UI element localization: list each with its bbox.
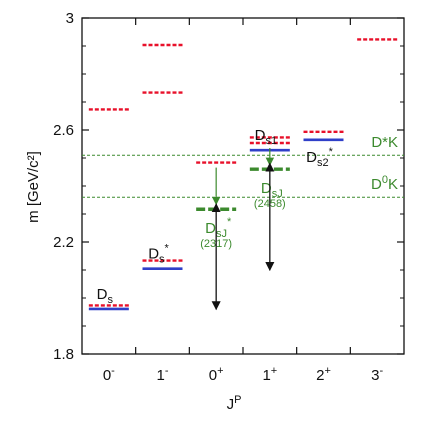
state-label-sub: s1 xyxy=(265,135,277,147)
x-tick-label-sup: + xyxy=(271,365,277,377)
x-tick-label-base: 1 xyxy=(262,367,270,384)
x-tick-label-base: 2 xyxy=(316,367,324,384)
x-axis-title-base: J xyxy=(227,396,235,413)
state-label-sup: * xyxy=(165,243,170,255)
threshold-label-base: D*K xyxy=(371,134,398,151)
state-label-name: D xyxy=(306,149,317,166)
state-label-sub: s2 xyxy=(317,157,329,169)
new-state-label-sup: * xyxy=(227,216,232,228)
new-state-label-sub: sJ xyxy=(272,188,283,200)
new-state-label-name: D xyxy=(205,220,216,237)
x-tick-label: 1- xyxy=(156,365,168,384)
state-label-name: D xyxy=(97,286,108,303)
state-label-sub: s xyxy=(159,254,165,266)
new-state-label-sub: sJ xyxy=(216,228,227,240)
state-label-name: D xyxy=(255,127,266,144)
x-tick-label-sup: + xyxy=(324,365,330,377)
threshold-label-base: D xyxy=(371,176,382,193)
x-tick-label-base: 0 xyxy=(209,367,217,384)
threshold-label-rest: K xyxy=(388,176,398,193)
x-tick-label-base: 1 xyxy=(156,367,164,384)
x-tick-label: 1+ xyxy=(262,365,277,384)
x-axis-title-sup: P xyxy=(234,394,241,406)
new-state-label: DsJ* xyxy=(205,216,232,240)
x-tick-label: 3- xyxy=(371,365,383,384)
plot-area: 1.82.22.630- 1- 0+ 1+ 2+ 3-D*KD0KDsJ*(2317)Ds… xyxy=(53,10,405,384)
y-axis-title: m [GeV/c²] xyxy=(25,151,42,223)
x-tick-label-sup: - xyxy=(380,365,384,377)
state-label-sup: * xyxy=(329,146,334,158)
threshold-label-sup: 0 xyxy=(382,174,388,186)
x-axis-title: JP xyxy=(227,394,242,413)
y-tick-label: 2.6 xyxy=(53,122,74,139)
x-tick-label: 0- xyxy=(103,365,115,384)
plot-frame xyxy=(81,17,405,355)
y-tick-label: 1.8 xyxy=(53,346,74,363)
state-label: Ds1 xyxy=(255,127,277,147)
x-tick-label-sup: - xyxy=(165,365,169,377)
x-tick-label-sup: - xyxy=(111,365,115,377)
state-label: Ds* xyxy=(148,243,169,266)
x-tick-label-base: 3 xyxy=(371,367,379,384)
threshold-label: D0K xyxy=(371,174,398,193)
x-tick-label-base: 0 xyxy=(103,367,111,384)
new-state-label: DsJ xyxy=(261,180,283,200)
state-label: Ds2* xyxy=(306,146,333,169)
state-label-name: D xyxy=(148,246,159,263)
x-tick-label: 2+ xyxy=(316,365,331,384)
x-tick-label-sup: + xyxy=(217,365,223,377)
threshold-label: D*K xyxy=(371,134,398,151)
state-label: Ds xyxy=(97,286,114,306)
state-label-sub: s xyxy=(108,294,114,306)
x-tick-label: 0+ xyxy=(209,365,224,384)
y-tick-label: 3 xyxy=(66,10,74,27)
y-tick-label: 2.2 xyxy=(53,234,74,251)
